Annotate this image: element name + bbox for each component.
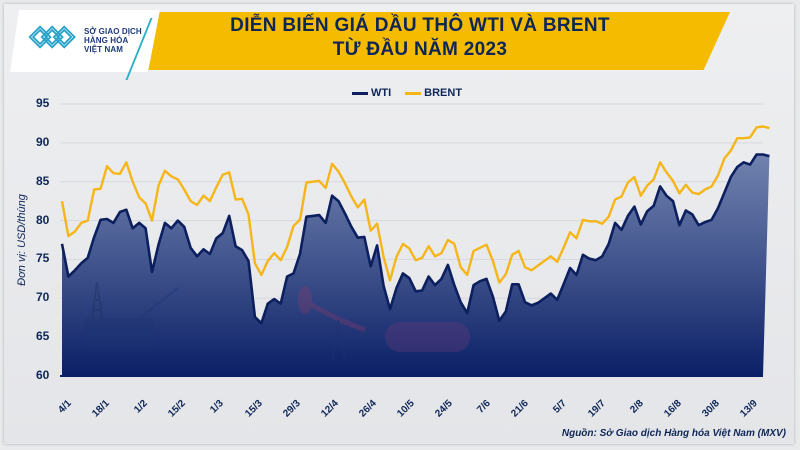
logo-line-3: VIỆT NAM (84, 45, 124, 54)
title-line-1: DIỄN BIẾN GIÁ DẦU THÔ WTI VÀ BRENT (230, 15, 610, 36)
legend-label-wti: WTI (371, 87, 392, 99)
y-tick-label: 80 (36, 212, 50, 227)
platform-deck-icon (84, 340, 154, 348)
legend-item-wti: WTI (352, 87, 391, 99)
source-note: Nguồn: Sở Giao dịch Hàng hóa Việt Nam (M… (561, 428, 786, 439)
pumpjack-frame-icon (332, 319, 346, 361)
y-tick-label: 65 (36, 329, 50, 344)
flare-boom-icon (139, 286, 179, 320)
chart-legend: WTI BRENT (352, 87, 476, 99)
legend-swatch-brent (405, 91, 422, 95)
platform-icon (84, 318, 154, 332)
y-tick-label: 75 (36, 251, 50, 266)
legend-label-brent: BRENT (424, 87, 463, 99)
chart-title: DIỄN BIẾN GIÁ DẦU THÔ WTI VÀ BRENT TỪ ĐẦ… (160, 14, 680, 62)
logo-text: SỞ GIAO DỊCH HÀNG HÓA VIỆT NAM (84, 27, 142, 54)
pumpjack-head-icon (298, 286, 312, 314)
title-banner (70, 12, 730, 70)
brent-line (60, 125, 770, 284)
y-tick-label: 70 (36, 290, 50, 305)
oil-rig-icon (91, 281, 103, 319)
pumpjack-beam-icon (300, 297, 366, 333)
title-line-2: TỪ ĐẦU NĂM 2023 (332, 39, 508, 60)
oil-tank-icon (385, 322, 470, 352)
y-tick-label: 90 (36, 134, 50, 149)
y-tick-label: 95 (36, 96, 50, 110)
oil-industry-decoration (84, 281, 470, 361)
logo-card: SỞ GIAO DỊCH HÀNG HÓA VIỆT NAM (10, 10, 160, 72)
y-tick-label: 60 (36, 368, 50, 382)
wti-line (60, 153, 770, 325)
y-tick-label: 85 (36, 173, 50, 188)
legend-item-brent: BRENT (405, 87, 462, 99)
logo-line-2: HÀNG HÓA (84, 36, 129, 45)
legend-swatch-wti (352, 91, 368, 95)
mxv-logo-icon (28, 25, 76, 49)
logo-line-1: SỞ GIAO DỊCH (84, 27, 142, 36)
wti-area-fill (62, 154, 770, 376)
